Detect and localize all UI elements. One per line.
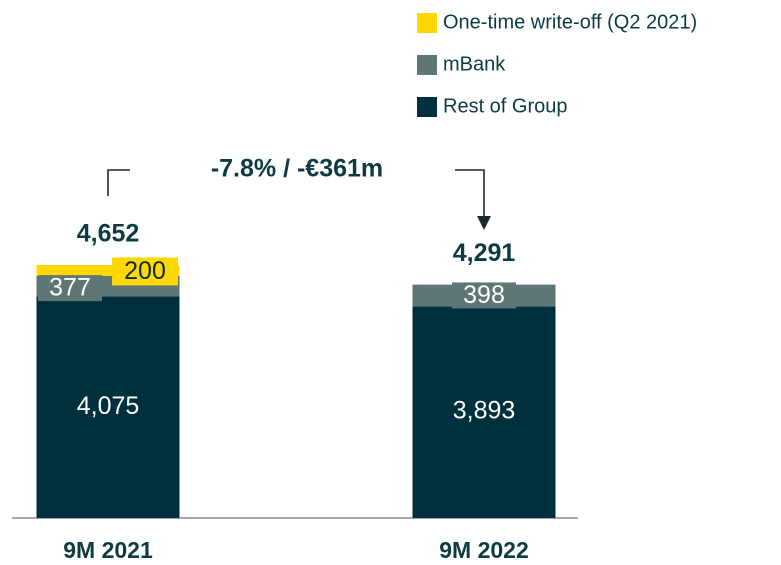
value-label: 3,893 <box>453 397 516 425</box>
x-tick-label: 9M 2022 <box>439 537 529 563</box>
annotation: -7.8% / -€361m <box>211 155 383 183</box>
legend-label: One-time write-off (Q2 2021) <box>443 11 697 33</box>
total-label: 4,652 <box>77 220 140 248</box>
label-box <box>112 257 178 286</box>
total-label: 4,291 <box>453 239 516 267</box>
legend-swatch <box>417 97 437 117</box>
value-label: 200 <box>124 257 166 285</box>
value-label: 398 <box>463 281 505 309</box>
bar-segment <box>36 296 180 518</box>
arrow-head <box>477 216 491 230</box>
label-box <box>452 282 516 309</box>
legend-label: Rest of Group <box>443 95 568 117</box>
label-box <box>38 275 102 302</box>
value-label: 377 <box>49 274 91 302</box>
legend-swatch <box>417 13 437 33</box>
bar-segment <box>36 265 180 276</box>
bar-segment <box>412 306 556 518</box>
x-tick-label: 9M 2021 <box>63 537 153 563</box>
value-label: 4,075 <box>77 392 140 420</box>
bracket-left <box>107 169 130 196</box>
bracket-right <box>455 169 485 220</box>
legend-swatch <box>417 55 437 75</box>
legend-label: mBank <box>443 53 506 75</box>
